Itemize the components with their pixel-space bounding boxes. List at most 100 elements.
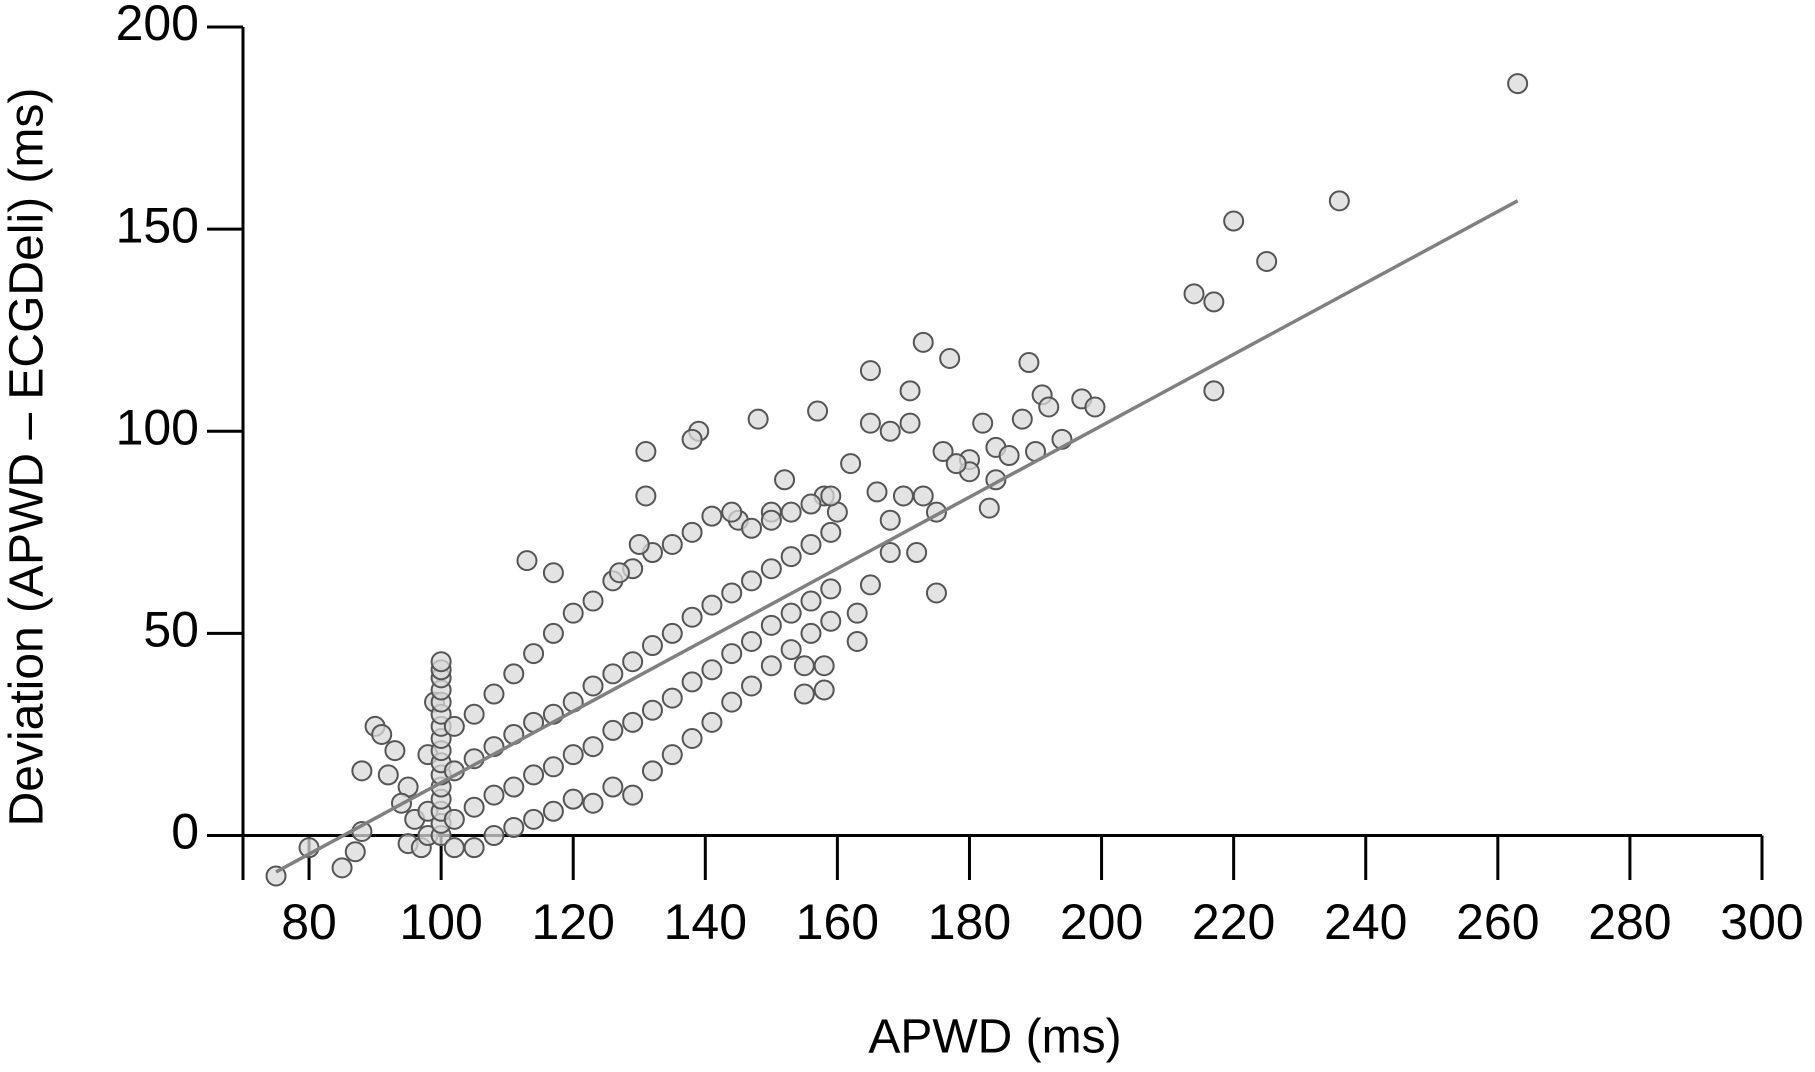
point — [780, 546, 802, 568]
point — [483, 683, 505, 705]
point — [641, 699, 663, 721]
x-tick-label: 260 — [1456, 894, 1539, 950]
point — [523, 808, 545, 830]
point — [813, 655, 835, 677]
point — [463, 837, 485, 859]
point — [582, 675, 604, 697]
y-axis-title: Deviation (APWD – ECGDeli) (ms) — [1, 88, 54, 827]
point — [793, 655, 815, 677]
point — [516, 550, 538, 572]
x-tick-label: 280 — [1588, 894, 1671, 950]
point — [562, 602, 584, 624]
point — [1203, 380, 1225, 402]
point — [628, 533, 650, 555]
point — [760, 509, 782, 531]
point — [760, 558, 782, 580]
point — [879, 542, 901, 564]
point — [846, 602, 868, 624]
point — [681, 671, 703, 693]
point — [681, 428, 703, 450]
point — [622, 784, 644, 806]
point — [562, 744, 584, 766]
point — [906, 542, 928, 564]
point — [1038, 396, 1060, 418]
point — [741, 517, 763, 539]
point — [840, 453, 862, 475]
point — [800, 533, 822, 555]
point — [780, 639, 802, 661]
y-tick-label: 150 — [116, 197, 199, 253]
point — [721, 691, 743, 713]
point — [1183, 283, 1205, 305]
point — [443, 808, 465, 830]
point — [721, 582, 743, 604]
point — [1256, 250, 1278, 272]
point — [443, 837, 465, 859]
point — [641, 635, 663, 657]
y-tick-label: 200 — [116, 0, 199, 51]
point — [384, 740, 406, 762]
x-tick-label: 180 — [928, 894, 1011, 950]
point — [701, 505, 723, 527]
x-tick-label: 300 — [1720, 894, 1803, 950]
point — [793, 683, 815, 705]
point — [859, 360, 881, 382]
point — [463, 703, 485, 725]
point — [879, 509, 901, 531]
point — [661, 533, 683, 555]
point — [721, 643, 743, 665]
point — [523, 764, 545, 786]
point — [622, 711, 644, 733]
point — [800, 590, 822, 612]
point — [377, 764, 399, 786]
point — [846, 630, 868, 652]
point — [542, 562, 564, 584]
point — [483, 825, 505, 847]
point — [503, 663, 525, 685]
point — [602, 719, 624, 741]
point — [780, 501, 802, 523]
point — [661, 687, 683, 709]
point — [523, 643, 545, 665]
point — [542, 800, 564, 822]
point — [331, 857, 353, 879]
point — [813, 679, 835, 701]
point — [859, 574, 881, 596]
point — [641, 760, 663, 782]
y-tick-label: 50 — [143, 602, 199, 658]
point — [582, 590, 604, 612]
point — [344, 841, 366, 863]
point — [912, 485, 934, 507]
point — [681, 521, 703, 543]
point — [483, 784, 505, 806]
point — [741, 570, 763, 592]
point — [430, 651, 452, 673]
point — [1223, 210, 1245, 232]
point — [542, 622, 564, 644]
fit-line — [275, 199, 1519, 874]
point — [503, 776, 525, 798]
y-tick-label: 100 — [116, 399, 199, 455]
y-tick-label: 0 — [171, 804, 199, 860]
point — [1328, 190, 1350, 212]
point — [1203, 291, 1225, 313]
point — [1507, 73, 1529, 95]
x-tick-label: 200 — [1060, 894, 1143, 950]
point — [602, 663, 624, 685]
point — [635, 440, 657, 462]
point — [443, 715, 465, 737]
point — [661, 622, 683, 644]
point — [351, 760, 373, 782]
point — [1084, 396, 1106, 418]
x-axis-title: APWD (ms) — [868, 1011, 1121, 1064]
point — [635, 485, 657, 507]
point — [820, 578, 842, 600]
point — [978, 497, 1000, 519]
point — [780, 602, 802, 624]
point — [701, 711, 723, 733]
point — [701, 594, 723, 616]
point — [681, 606, 703, 628]
point — [899, 380, 921, 402]
point — [681, 728, 703, 750]
